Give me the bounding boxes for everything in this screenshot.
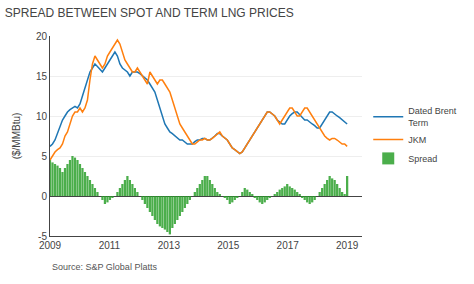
svg-text:2013: 2013 bbox=[158, 240, 181, 251]
svg-text:10: 10 bbox=[36, 111, 48, 122]
svg-text:15: 15 bbox=[36, 71, 48, 82]
svg-text:2015: 2015 bbox=[217, 240, 240, 251]
svg-text:20: 20 bbox=[36, 31, 48, 42]
svg-text:JKM: JKM bbox=[408, 135, 426, 145]
svg-text:Source: S&P Global Platts: Source: S&P Global Platts bbox=[52, 262, 157, 272]
svg-text:0: 0 bbox=[41, 191, 47, 202]
svg-text:5: 5 bbox=[41, 151, 47, 162]
svg-text:SPREAD BETWEEN SPOT AND TERM L: SPREAD BETWEEN SPOT AND TERM LNG PRICES bbox=[5, 6, 294, 20]
svg-text:2019: 2019 bbox=[336, 240, 359, 251]
svg-text:($/MMBtu): ($/MMBtu) bbox=[11, 113, 22, 160]
svg-text:Dated BrentTerm: Dated BrentTerm bbox=[408, 106, 457, 128]
svg-text:2011: 2011 bbox=[99, 240, 121, 251]
svg-text:-5: -5 bbox=[38, 231, 47, 242]
svg-text:2009: 2009 bbox=[39, 240, 62, 251]
svg-text:Spread: Spread bbox=[408, 154, 437, 164]
svg-text:2017: 2017 bbox=[277, 240, 300, 251]
